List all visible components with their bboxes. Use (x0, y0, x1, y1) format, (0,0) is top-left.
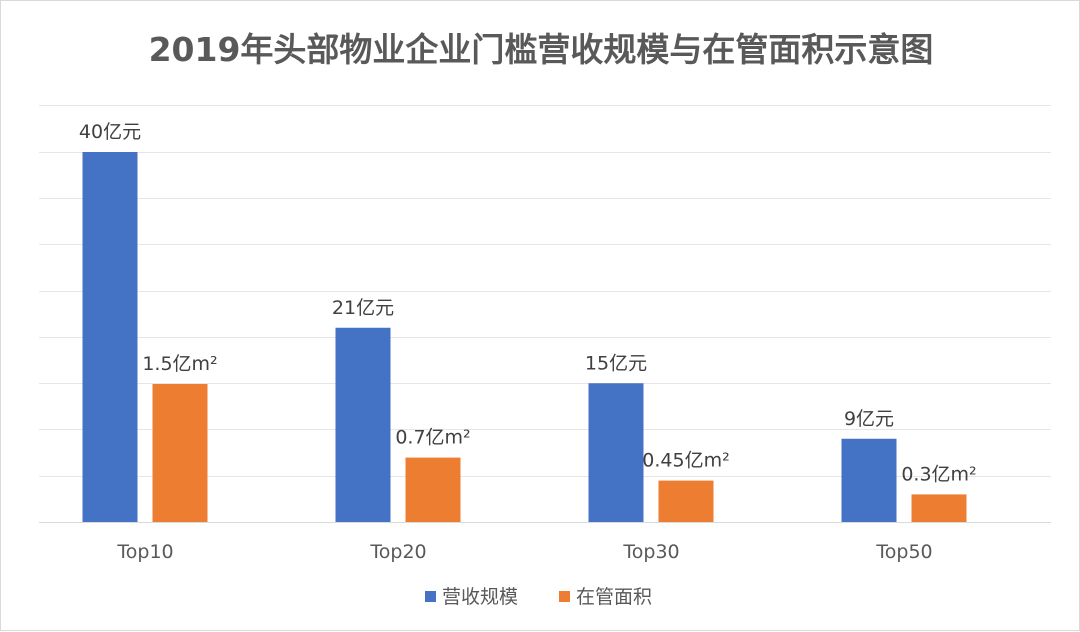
data-label: 0.45亿m² (642, 450, 729, 472)
data-label: 0.7亿m² (395, 427, 470, 449)
bar-revenue-top10 (82, 152, 138, 522)
bar-revenue-top20 (335, 327, 391, 522)
bar-area-top30 (658, 480, 714, 522)
bars (82, 152, 967, 522)
bar-revenue-top30 (588, 383, 644, 522)
data-label: 0.3亿m² (901, 463, 976, 485)
bar-area-top50 (911, 494, 967, 522)
x-tick-label: Top20 (369, 541, 426, 563)
data-label: 9亿元 (844, 408, 894, 430)
chart-title: 2019年头部物业企业门槛营收规模与在管面积示意图 (149, 30, 934, 69)
bar-area-top20 (405, 457, 461, 522)
gridlines (39, 105, 1051, 523)
data-label: 15亿元 (585, 352, 647, 374)
legend-label: 在管面积 (576, 586, 652, 608)
legend: 营收规模 在管面积 (425, 586, 652, 608)
x-tick-label: Top50 (875, 541, 932, 563)
x-tick-label: Top30 (622, 541, 679, 563)
x-tick-label: Top10 (116, 541, 173, 563)
data-label: 1.5亿m² (142, 353, 217, 375)
data-label: 21亿元 (332, 297, 394, 319)
bar-revenue-top50 (841, 438, 897, 522)
data-label: 40亿元 (79, 121, 141, 143)
data-labels: 40亿元 1.5亿m² 21亿元 0.7亿m² 15亿元 0.45亿m² 9亿元 0.3亿m² (79, 121, 977, 485)
legend-swatch (425, 591, 436, 602)
legend-label: 营收规模 (442, 586, 518, 608)
bar-area-top10 (152, 384, 208, 522)
legend-swatch (559, 591, 570, 602)
x-axis-ticks: Top10 Top20 Top30 Top50 (116, 541, 932, 563)
